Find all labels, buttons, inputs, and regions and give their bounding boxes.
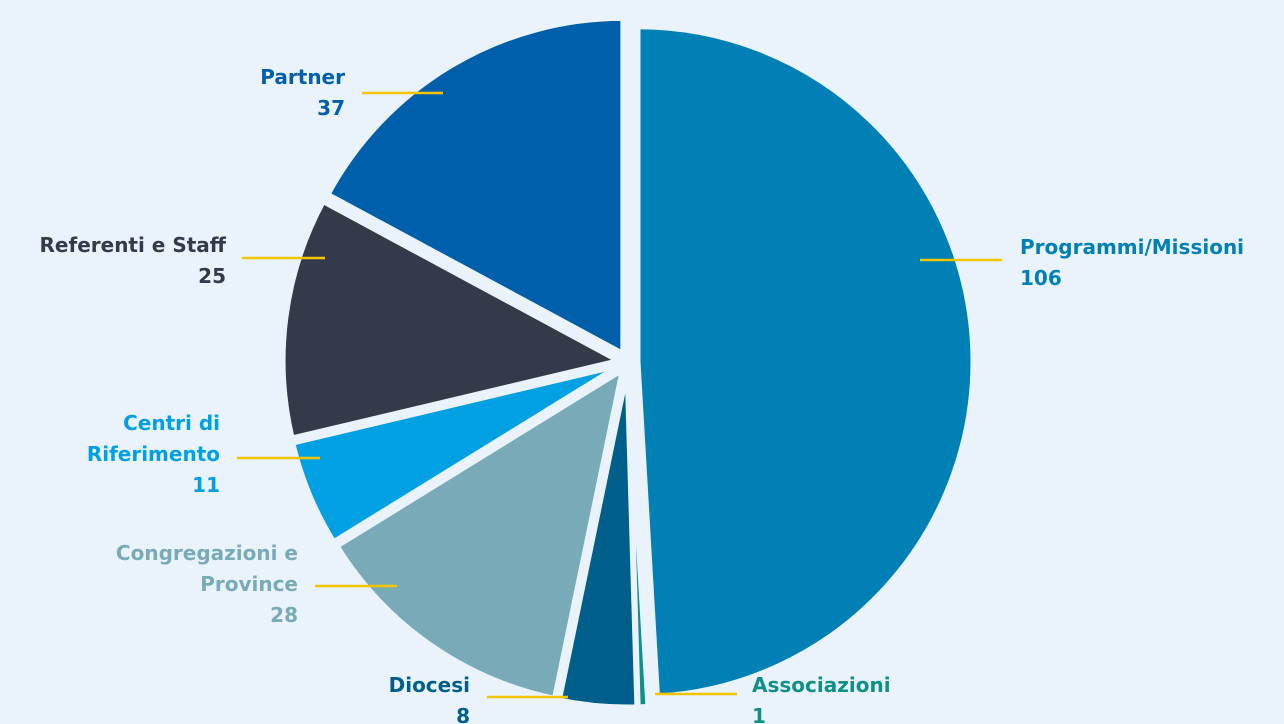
pie-slice: [333, 365, 626, 702]
slice-label: Diocesi 8: [270, 670, 470, 724]
slice-label: Programmi/Missioni 106: [1020, 232, 1280, 294]
category-name: Diocesi: [388, 673, 470, 697]
slice-label: Partner 37: [125, 62, 345, 124]
pie-slice: [289, 363, 621, 546]
category-name: Referenti e Staff: [39, 233, 226, 257]
slice-label: Congregazioni e Province 28: [88, 538, 298, 631]
pie-slice: [324, 15, 626, 358]
slice-label: Referenti e Staff 25: [6, 230, 226, 292]
slice-label: Centri di Riferimento 11: [60, 408, 220, 501]
value-label: 106: [1020, 266, 1062, 290]
value-label: 11: [192, 473, 220, 497]
pie-slice: [556, 371, 640, 710]
category-name: Programmi/Missioni: [1020, 235, 1245, 259]
category-name: Congregazioni e Province: [115, 541, 298, 596]
category-name: Partner: [260, 65, 345, 89]
slice-label: Associazioni 1: [752, 670, 952, 724]
value-label: 37: [317, 96, 345, 120]
value-label: 8: [456, 704, 470, 724]
value-label: 25: [198, 264, 226, 288]
pie-slice: [635, 24, 976, 699]
category-name: Centri di Riferimento: [86, 411, 220, 466]
value-label: 28: [270, 603, 298, 627]
value-label: 1: [752, 704, 766, 724]
category-name: Associazioni: [752, 673, 891, 697]
pie-slice: [280, 198, 626, 441]
